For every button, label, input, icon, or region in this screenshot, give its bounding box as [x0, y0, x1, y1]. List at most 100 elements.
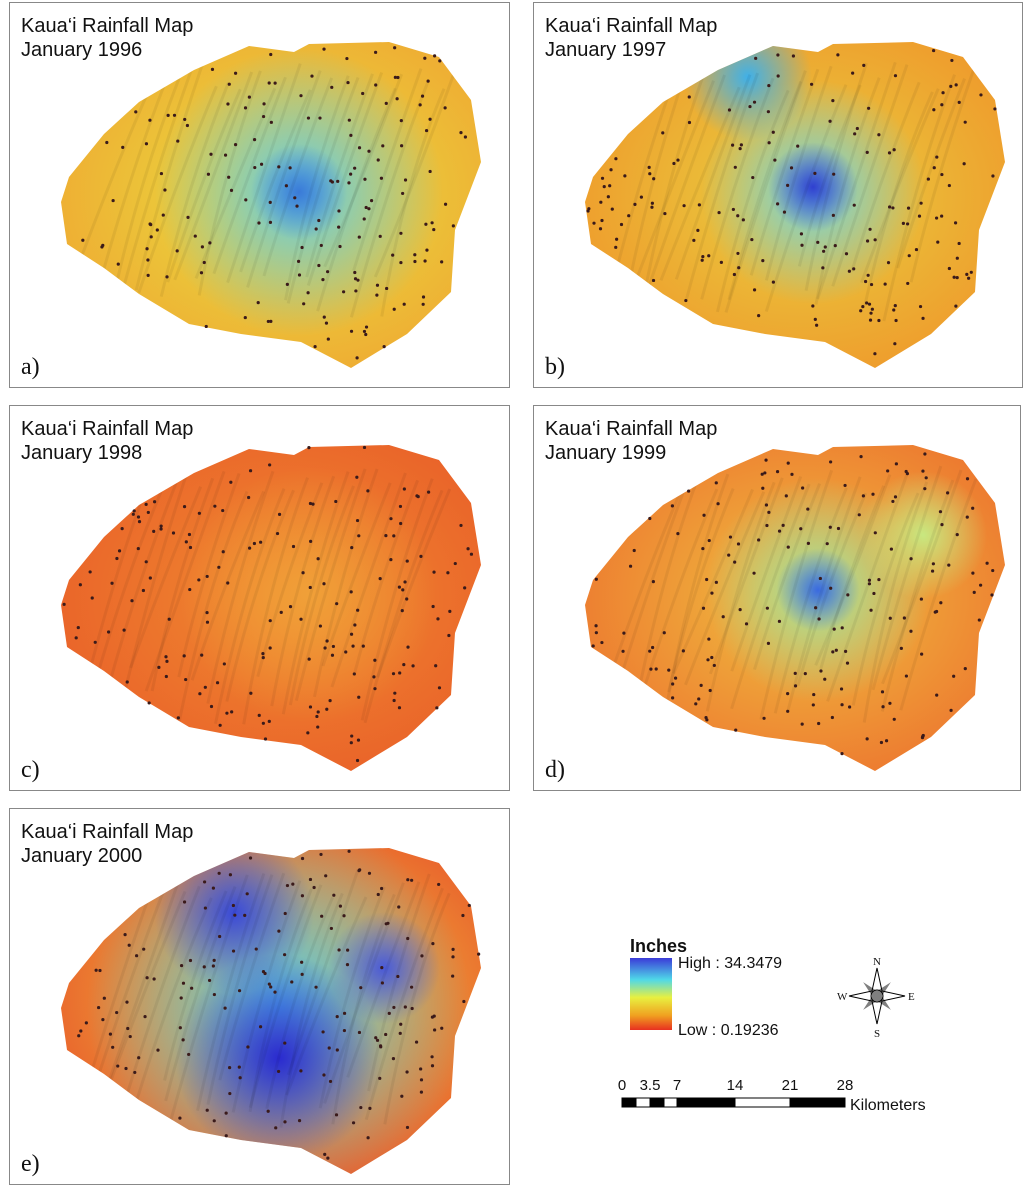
gauge-station: [841, 626, 844, 629]
gauge-station: [874, 531, 877, 534]
gauge-station: [248, 547, 251, 550]
gauge-station: [401, 192, 404, 195]
gauge-station: [167, 114, 170, 117]
gauge-station: [920, 653, 923, 656]
gauge-station: [404, 178, 407, 181]
map-panel: Kaua‘i Rainfall MapJanuary 1999d): [533, 405, 1021, 791]
gauge-station: [322, 47, 325, 50]
gauge-station: [787, 546, 790, 549]
gauge-station: [133, 1071, 136, 1074]
gauge-station: [858, 513, 861, 516]
gauge-station: [948, 184, 951, 187]
gauge-station: [592, 222, 595, 225]
gauge-station: [965, 273, 968, 276]
gauge-station: [374, 51, 377, 54]
gauge-station: [427, 79, 430, 82]
gauge-station: [776, 53, 779, 56]
gauge-station: [203, 261, 206, 264]
gauge-station: [884, 282, 887, 285]
gauge-station: [772, 131, 775, 134]
gauge-station: [290, 980, 293, 983]
gauge-station: [661, 131, 664, 134]
gauge-station: [427, 491, 430, 494]
gauge-station: [398, 706, 401, 709]
gauge-station: [894, 304, 897, 307]
gauge-station: [345, 57, 348, 60]
gauge-station: [433, 1028, 436, 1031]
gauge-station: [145, 247, 148, 250]
gauge-station: [708, 539, 711, 542]
gauge-station: [203, 965, 206, 968]
gauge-station: [652, 580, 655, 583]
gauge-station: [869, 312, 872, 315]
gauge-station: [365, 206, 368, 209]
gauge-station: [776, 470, 779, 473]
gauge-station: [253, 542, 256, 545]
gauge-station: [398, 586, 401, 589]
gauge-station: [401, 609, 404, 612]
gauge-station: [145, 503, 148, 506]
gauge-station: [107, 630, 110, 633]
gauge-station: [342, 914, 345, 917]
gauge-station: [909, 630, 912, 633]
gauge-station: [786, 692, 789, 695]
gauge-station: [748, 105, 751, 108]
gauge-station: [145, 560, 148, 563]
gauge-station: [698, 203, 701, 206]
gauge-station: [790, 166, 793, 169]
gauge-station: [223, 662, 226, 665]
gauge-station: [129, 1035, 132, 1038]
gauge-station: [864, 280, 867, 283]
gauge-station: [244, 198, 247, 201]
gauge-station: [697, 697, 700, 700]
gauge-station: [768, 141, 771, 144]
gauge-station: [629, 565, 632, 568]
gauge-station: [283, 953, 286, 956]
gauge-station: [444, 203, 447, 206]
gauge-station: [707, 637, 710, 640]
gauge-station: [420, 954, 423, 957]
gauge-station: [234, 143, 237, 146]
gauge-station: [435, 706, 438, 709]
gauge-station: [966, 516, 969, 519]
gauge-station: [315, 715, 318, 718]
gauge-station: [765, 524, 768, 527]
gauge-station: [868, 579, 871, 582]
gauge-station: [940, 214, 943, 217]
map-panel: Kaua‘i Rainfall MapJanuary 1998c): [9, 405, 510, 791]
gauge-station: [356, 759, 359, 762]
gauge-station: [777, 74, 780, 77]
gauge-station: [431, 1064, 434, 1067]
gauge-station: [221, 509, 224, 512]
gauge-station: [430, 221, 433, 224]
gauge-station: [156, 1049, 159, 1052]
gauge-station: [932, 108, 935, 111]
gauge-station: [821, 266, 824, 269]
gauge-station: [321, 278, 324, 281]
gauge-station: [829, 526, 832, 529]
gauge-station: [269, 201, 272, 204]
gauge-station: [264, 737, 267, 740]
gauge-station: [800, 244, 803, 247]
gauge-station: [225, 1112, 228, 1115]
gauge-station: [400, 144, 403, 147]
gauge-station: [385, 287, 388, 290]
gauge-station: [286, 283, 289, 286]
gauge-station: [649, 668, 652, 671]
gauge-station: [786, 710, 789, 713]
gauge-station: [63, 603, 66, 606]
gauge-station: [156, 228, 159, 231]
gauge-station: [128, 944, 131, 947]
gauge-station: [384, 534, 387, 537]
panel-title: Kaua‘i Rainfall Map: [21, 821, 193, 843]
gauge-station: [224, 1007, 227, 1010]
gauge-station: [829, 460, 832, 463]
gauge-station: [210, 705, 213, 708]
gauge-station: [648, 172, 651, 175]
gauge-station: [438, 686, 441, 689]
gauge-station: [226, 581, 229, 584]
gauge-station: [118, 549, 121, 552]
gauge-station: [652, 279, 655, 282]
panel-title: Kaua‘i Rainfall Map: [21, 418, 193, 440]
gauge-station: [232, 904, 235, 907]
